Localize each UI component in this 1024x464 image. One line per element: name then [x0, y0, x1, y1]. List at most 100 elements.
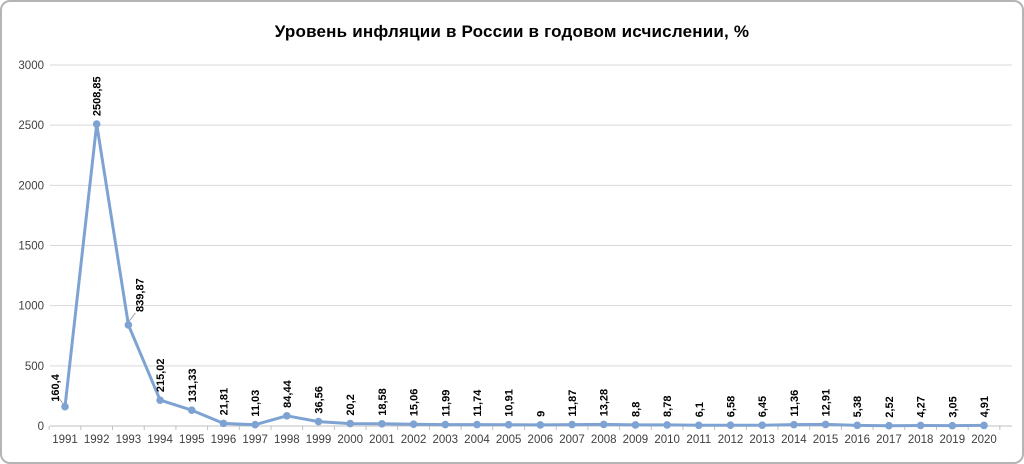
data-point — [821, 420, 830, 429]
data-label: 4,91 — [979, 396, 991, 417]
x-tick-label: 2007 — [559, 434, 585, 446]
data-point — [568, 420, 576, 429]
data-point — [758, 421, 766, 430]
data-point — [314, 417, 323, 426]
x-tick-label: 1991 — [52, 434, 78, 446]
data-label: 11,03 — [250, 390, 262, 417]
x-tick-label: 1997 — [242, 434, 268, 446]
data-point — [948, 421, 957, 430]
data-label: 84,44 — [282, 379, 294, 407]
data-label: 160,4 — [50, 373, 62, 401]
x-tick-label: 1993 — [116, 434, 142, 446]
data-point — [156, 396, 164, 404]
x-tick-label: 2017 — [876, 434, 902, 446]
data-label: 12,91 — [821, 389, 833, 417]
data-label: 11,36 — [789, 390, 801, 417]
y-tick-label: 2500 — [18, 120, 44, 132]
data-label: 839,87 — [134, 278, 146, 312]
data-point — [663, 421, 671, 429]
data-label: 11,87 — [567, 390, 579, 417]
data-label: 20,2 — [345, 394, 357, 415]
data-point — [790, 420, 798, 429]
label-leader — [128, 312, 136, 322]
chart-title: Уровень инфляции в России в годовом исчи… — [274, 22, 750, 41]
x-tick-label: 2016 — [844, 434, 870, 446]
x-tick-label: 1999 — [306, 434, 332, 446]
data-point — [599, 420, 608, 429]
data-point — [473, 420, 481, 429]
data-label: 4,27 — [916, 396, 928, 417]
data-point — [853, 421, 862, 430]
y-tick-label: 0 — [38, 421, 44, 433]
data-label: 3,05 — [947, 396, 959, 417]
x-tick-label: 2019 — [940, 434, 966, 446]
data-point — [92, 120, 101, 128]
data-label: 11,99 — [440, 390, 452, 417]
x-tick-label: 2005 — [496, 434, 522, 446]
x-tick-label: 2018 — [908, 434, 934, 446]
data-label: 131,33 — [187, 369, 199, 403]
data-point — [283, 412, 291, 420]
x-tick-label: 1996 — [211, 434, 237, 446]
data-point — [187, 406, 196, 414]
data-label: 21,81 — [218, 388, 230, 416]
y-tick-label: 3000 — [18, 60, 44, 72]
series-line — [63, 122, 986, 428]
data-point — [251, 420, 259, 429]
x-tick-label: 2009 — [623, 434, 649, 446]
x-tick-label: 2004 — [464, 434, 490, 446]
data-point — [61, 402, 69, 411]
data-label: 10,91 — [504, 389, 516, 417]
data-point — [409, 420, 418, 428]
x-tick-label: 1992 — [84, 434, 110, 446]
data-label: 6,1 — [694, 402, 706, 417]
x-tick-label: 2003 — [432, 434, 458, 446]
x-tick-label: 1995 — [179, 434, 205, 446]
x-tick-label: 2013 — [749, 434, 775, 446]
data-point — [980, 421, 988, 430]
x-tick-label: 2015 — [813, 434, 839, 446]
data-point — [885, 421, 893, 430]
data-label: 5,38 — [852, 396, 864, 417]
y-tick-label: 1500 — [18, 241, 44, 253]
x-tick-label: 2008 — [591, 434, 617, 446]
data-label: 8,8 — [630, 402, 642, 417]
data-point — [441, 420, 450, 429]
x-tick-label: 2006 — [528, 434, 554, 446]
x-tick-label: 1994 — [147, 434, 173, 446]
data-label: 15,06 — [409, 389, 421, 417]
data-label: 8,78 — [662, 396, 674, 417]
data-label: 11,74 — [472, 389, 484, 417]
x-tick-label: 2002 — [401, 434, 427, 446]
x-tick-label: 2020 — [971, 434, 997, 446]
data-label: 36,56 — [314, 386, 326, 414]
data-point — [631, 421, 640, 429]
data-point — [124, 321, 133, 329]
x-tick-label: 2012 — [718, 434, 744, 446]
data-point — [726, 421, 735, 430]
label-leader — [56, 395, 64, 404]
data-point — [695, 421, 703, 430]
data-label: 9 — [535, 411, 547, 417]
y-tick-label: 1000 — [18, 301, 44, 313]
data-point — [219, 419, 228, 428]
y-tick-label: 500 — [25, 361, 44, 373]
data-point — [536, 421, 545, 429]
y-tick-label: 2000 — [18, 180, 44, 192]
data-point — [504, 420, 513, 429]
x-tick-label: 2011 — [686, 434, 711, 446]
data-label: 18,58 — [377, 388, 389, 416]
data-label: 2,52 — [884, 396, 896, 417]
data-label: 6,45 — [757, 396, 769, 417]
x-tick-label: 2010 — [654, 434, 680, 446]
x-tick-label: 1998 — [274, 434, 300, 446]
data-label: 6,58 — [725, 396, 737, 417]
data-point — [378, 419, 386, 428]
x-tick-label: 2014 — [781, 434, 807, 446]
data-point — [916, 421, 925, 430]
data-point — [346, 419, 355, 428]
data-label: 13,28 — [599, 389, 611, 417]
